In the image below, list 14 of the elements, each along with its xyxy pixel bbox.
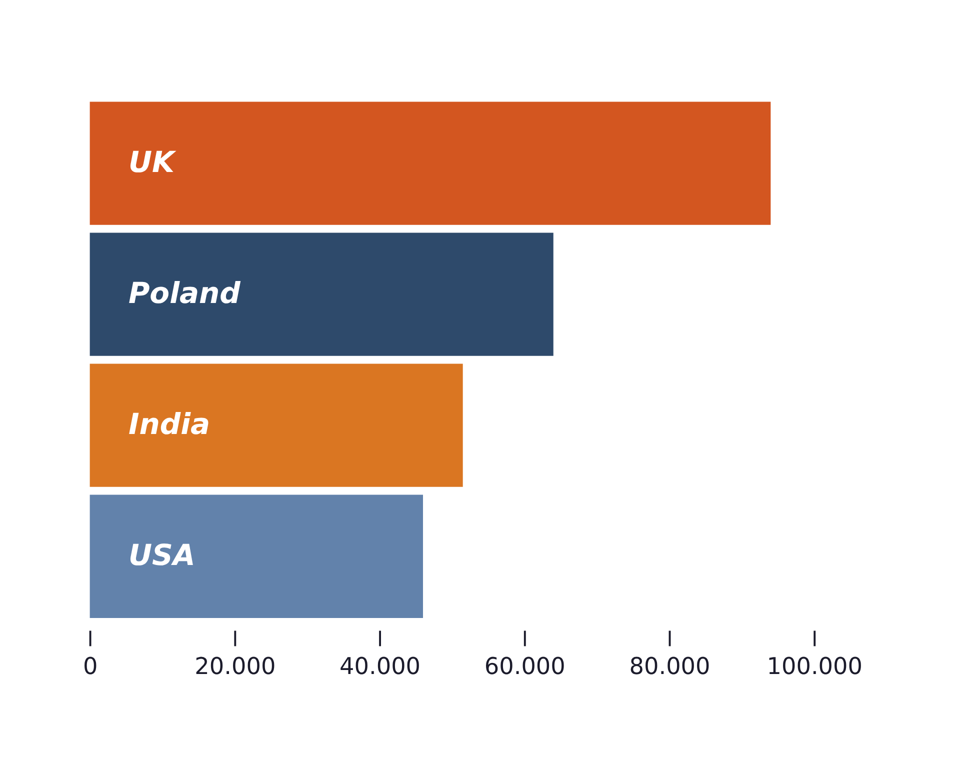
bar: [90, 232, 554, 356]
y-tick-label: UK: [128, 144, 177, 179]
y-tick-label: USA: [128, 538, 196, 572]
x-tick-label: 80.000: [629, 653, 710, 680]
y-tick-label: Poland: [128, 276, 241, 310]
x-tick-label: 0: [82, 653, 98, 680]
x-tick-label: 100.000: [766, 653, 862, 680]
y-tick-label: India: [128, 407, 210, 442]
bar: [90, 494, 424, 618]
bar: [90, 102, 771, 225]
x-tick-label: 40.000: [340, 653, 421, 680]
x-tick-label: 20.000: [194, 653, 276, 680]
bar: [90, 364, 463, 487]
x-tick-label: 60.000: [484, 653, 566, 680]
